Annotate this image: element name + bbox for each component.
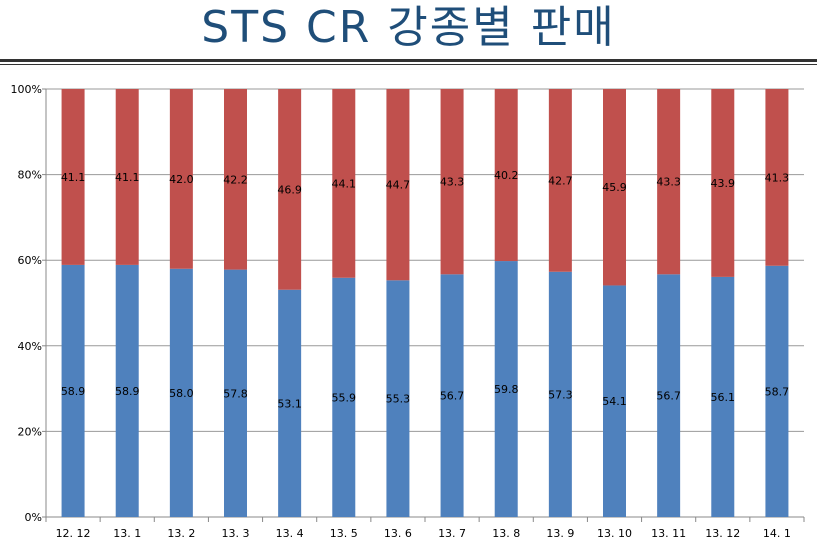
x-tick-label: 13. 10 xyxy=(597,527,632,540)
bar-1 xyxy=(169,268,193,517)
y-tick-label: 100% xyxy=(11,83,42,96)
data-label: 55.9 xyxy=(332,391,357,404)
data-label: 44.7 xyxy=(386,179,411,192)
data-label: 56.7 xyxy=(656,390,681,403)
bar-1 xyxy=(548,271,572,517)
data-label: 44.1 xyxy=(332,177,357,190)
bar-2 xyxy=(115,89,139,265)
bar-2 xyxy=(61,89,85,265)
data-label: 41.3 xyxy=(765,171,790,184)
data-label: 54.1 xyxy=(602,395,627,408)
bar-1 xyxy=(386,280,410,517)
bar-1 xyxy=(494,261,518,517)
bar-2 xyxy=(224,89,247,270)
x-tick-label: 13. 2 xyxy=(167,527,195,540)
bar-1 xyxy=(765,265,789,517)
bar-1 xyxy=(278,289,302,517)
bar-2 xyxy=(169,89,193,269)
data-label: 58.0 xyxy=(169,387,194,400)
bar-2 xyxy=(386,89,410,281)
data-label: 43.3 xyxy=(656,176,681,189)
bar-2 xyxy=(765,89,789,266)
data-label: 58.7 xyxy=(765,385,790,398)
data-label: 42.7 xyxy=(548,174,573,187)
bar-1 xyxy=(115,264,139,517)
x-tick-label: 13. 6 xyxy=(384,527,412,540)
data-label: 42.0 xyxy=(169,173,194,186)
data-label: 46.9 xyxy=(277,183,302,196)
data-label: 58.9 xyxy=(61,385,86,398)
data-label: 56.1 xyxy=(711,391,736,404)
data-label: 53.1 xyxy=(277,397,302,410)
bar-2 xyxy=(494,89,518,262)
x-tick-label: 13. 7 xyxy=(438,527,466,540)
x-tick-label: 13. 4 xyxy=(276,527,304,540)
data-label: 43.9 xyxy=(711,177,736,190)
x-tick-label: 13. 8 xyxy=(492,527,520,540)
y-tick-label: 0% xyxy=(25,511,42,524)
data-label: 58.9 xyxy=(115,385,140,398)
bar-1 xyxy=(440,274,464,517)
bar-1 xyxy=(332,277,356,517)
y-tick-label: 60% xyxy=(18,254,42,267)
x-tick-label: 13. 1 xyxy=(113,527,141,540)
x-tick-label: 13. 9 xyxy=(546,527,574,540)
bar-2 xyxy=(603,89,626,286)
x-tick-label: 14. 1 xyxy=(763,527,791,540)
y-tick-label: 20% xyxy=(18,425,42,438)
bar-2 xyxy=(657,89,681,275)
bar-2 xyxy=(548,89,572,272)
title-divider xyxy=(0,59,817,62)
data-label: 57.8 xyxy=(223,387,248,400)
bar-2 xyxy=(440,89,464,275)
data-label: 42.2 xyxy=(223,173,248,186)
data-label: 55.3 xyxy=(386,393,411,406)
data-label: 59.8 xyxy=(494,383,519,396)
x-tick-label: 12. 12 xyxy=(56,527,91,540)
bar-2 xyxy=(332,89,356,278)
page-title: STS CR 강종별 판매 xyxy=(201,2,616,53)
data-label: 40.2 xyxy=(494,169,519,182)
title-divider-thin xyxy=(0,64,817,65)
bar-1 xyxy=(61,264,85,517)
y-tick-label: 80% xyxy=(18,169,42,182)
bar-2 xyxy=(278,89,302,290)
x-tick-label: 13. 11 xyxy=(651,527,686,540)
data-label: 56.7 xyxy=(440,390,465,403)
y-tick-label: 40% xyxy=(18,340,42,353)
bar-1 xyxy=(224,269,247,517)
bar-1 xyxy=(711,276,735,517)
bar-2 xyxy=(711,89,735,277)
data-label: 41.1 xyxy=(61,171,86,184)
data-label: 41.1 xyxy=(115,171,140,184)
x-tick-label: 13. 3 xyxy=(222,527,250,540)
data-label: 45.9 xyxy=(602,181,627,194)
bar-1 xyxy=(657,274,681,517)
x-tick-label: 13. 5 xyxy=(330,527,358,540)
bar-1 xyxy=(603,285,626,517)
x-tick-label: 13. 12 xyxy=(705,527,740,540)
data-label: 57.3 xyxy=(548,388,573,401)
data-label: 43.3 xyxy=(440,176,465,189)
